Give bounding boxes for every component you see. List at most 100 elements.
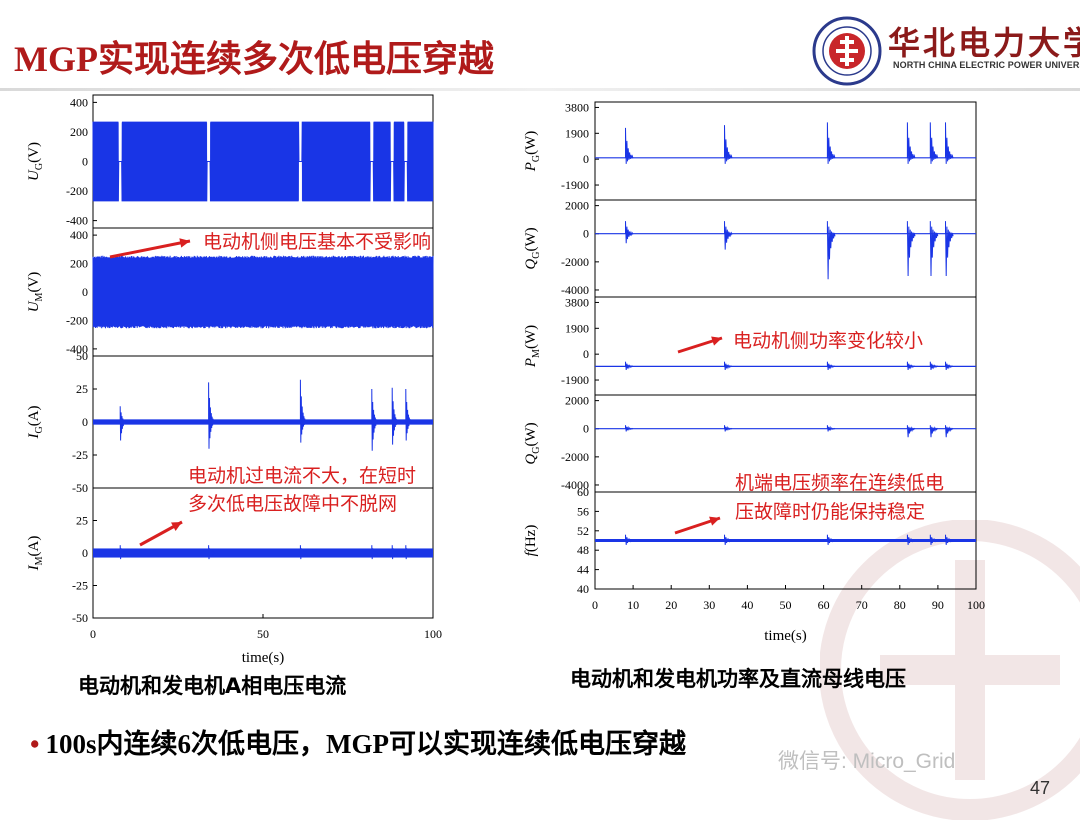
bullet-point: • 100s内连续6次低电压，MGP可以实现连续低电压穿越 [30, 722, 686, 761]
y-tick-label: 2000 [565, 394, 589, 408]
y-axis-label: UG(V) [26, 142, 45, 181]
fault-transient [826, 122, 836, 164]
university-name-en: NORTH CHINA ELECTRIC POWER UNIVERSITY [893, 60, 1080, 70]
panel-0-1: 400 200 0 -200 -400 UM(V) [26, 227, 434, 357]
fault-transient [945, 122, 954, 164]
y-tick-label: 3800 [565, 100, 589, 114]
x-tick-label: 50 [257, 627, 269, 641]
y-tick-label: 0 [82, 546, 88, 560]
signal-band [301, 122, 371, 201]
panel-frame [92, 94, 434, 229]
y-tick-label: 1900 [565, 321, 589, 335]
signal-band [93, 122, 119, 201]
left-chart-caption: 电动机和发电机A相电压电流 [78, 674, 347, 698]
y-tick-label: 200 [70, 257, 88, 271]
page-number: 47 [1030, 778, 1051, 798]
annotation-arrow-left-1-head [179, 238, 190, 248]
annotation-left-1: 电动机侧电压基本不受影响 [203, 231, 431, 253]
x-tick-label: 0 [90, 627, 96, 641]
fault-transient [371, 545, 378, 560]
y-tick-label: 0 [583, 227, 589, 241]
fault-transient [945, 425, 954, 438]
fault-transient [625, 534, 634, 545]
x-tick-label: 0 [592, 598, 598, 612]
panel-frame [92, 487, 434, 619]
panel-0-2: 50 25 0 -25 -50 IG(A) [26, 349, 434, 495]
y-tick-label: 2000 [565, 199, 589, 213]
y-tick-label: 200 [70, 125, 88, 139]
annotation-arrow-left-2-head [171, 522, 182, 531]
x-tick-label: 40 [741, 598, 753, 612]
y-tick-label: 0 [583, 347, 589, 361]
slide-title: MGP实现连续多次低电压穿越 [14, 39, 494, 79]
y-tick-label: 25 [76, 382, 88, 396]
y-axis-label: IG(A) [26, 405, 45, 439]
y-axis-label: f(Hz) [523, 525, 539, 557]
fault-transient [625, 425, 634, 432]
y-tick-label: 0 [82, 285, 88, 299]
y-axis-label: QG(W) [523, 227, 542, 269]
fault-transient [906, 425, 916, 438]
university-logo-icon [812, 16, 882, 86]
fault-transient [906, 361, 916, 371]
fault-transient [299, 379, 307, 443]
fault-transient [625, 127, 634, 164]
fault-transient [826, 425, 836, 432]
y-tick-label: -400 [66, 342, 88, 356]
panel-1-2: 3800 1900 0 -1900 PM(W) [523, 295, 977, 396]
y-tick-label: 52 [577, 524, 589, 538]
panel-frame [594, 101, 977, 201]
x-tick-label: 50 [780, 598, 792, 612]
signal-band [210, 122, 299, 201]
annotation-right-1: 电动机侧功率变化较小 [733, 330, 923, 352]
signal-band [121, 122, 208, 201]
y-tick-label: -2000 [561, 255, 589, 269]
fault-transient [391, 545, 399, 560]
fault-transient [391, 387, 399, 445]
y-tick-label: -2000 [561, 450, 589, 464]
y-tick-label: -50 [72, 611, 88, 625]
y-tick-label: 1900 [565, 126, 589, 140]
panel-0-3: 25 0 -25 -50 IM(A) [26, 487, 434, 625]
panel-frame [594, 199, 977, 298]
annotation-left-3: 多次低电压故障中不脱网 [188, 493, 397, 515]
y-tick-label: -200 [66, 313, 88, 327]
y-tick-label: 44 [577, 563, 589, 577]
fault-transient [625, 361, 634, 371]
fault-transient [724, 361, 733, 371]
fault-transient [906, 221, 916, 277]
fault-transient [945, 361, 954, 371]
y-tick-label: -25 [72, 448, 88, 462]
y-tick-label: 56 [577, 504, 589, 518]
y-axis-label: QG(W) [523, 422, 542, 464]
fault-transient [405, 388, 412, 441]
right-chart-caption: 电动机和发电机功率及直流母线电压 [570, 667, 906, 691]
signal-band [94, 260, 432, 324]
fault-transient [724, 425, 733, 432]
fault-transient [826, 221, 836, 280]
fault-transient [929, 425, 939, 438]
fault-transient [724, 125, 733, 164]
signal-band [93, 548, 433, 558]
signal-band [407, 122, 433, 201]
fault-transient [119, 406, 127, 441]
annotation-left-2: 电动机过电流不大，在短时 [188, 465, 416, 487]
annotation-arrow-left-1 [109, 239, 191, 259]
panel-frame [92, 355, 434, 489]
y-tick-label: 400 [70, 228, 88, 242]
y-tick-label: 60 [577, 485, 589, 499]
fault-transient [625, 221, 634, 244]
panel-frame [594, 296, 977, 396]
y-tick-label: -50 [72, 481, 88, 495]
y-tick-label: -25 [72, 579, 88, 593]
y-tick-label: 25 [76, 514, 88, 528]
y-axis-label: IM(A) [26, 536, 45, 572]
annotation-arrow-right-1 [677, 336, 723, 354]
y-tick-label: -200 [66, 184, 88, 198]
y-tick-label: 3800 [565, 295, 589, 309]
fault-transient [724, 221, 733, 250]
signal-band [93, 419, 433, 425]
y-axis-label: UM(V) [26, 272, 45, 313]
y-tick-label: 400 [70, 95, 88, 109]
